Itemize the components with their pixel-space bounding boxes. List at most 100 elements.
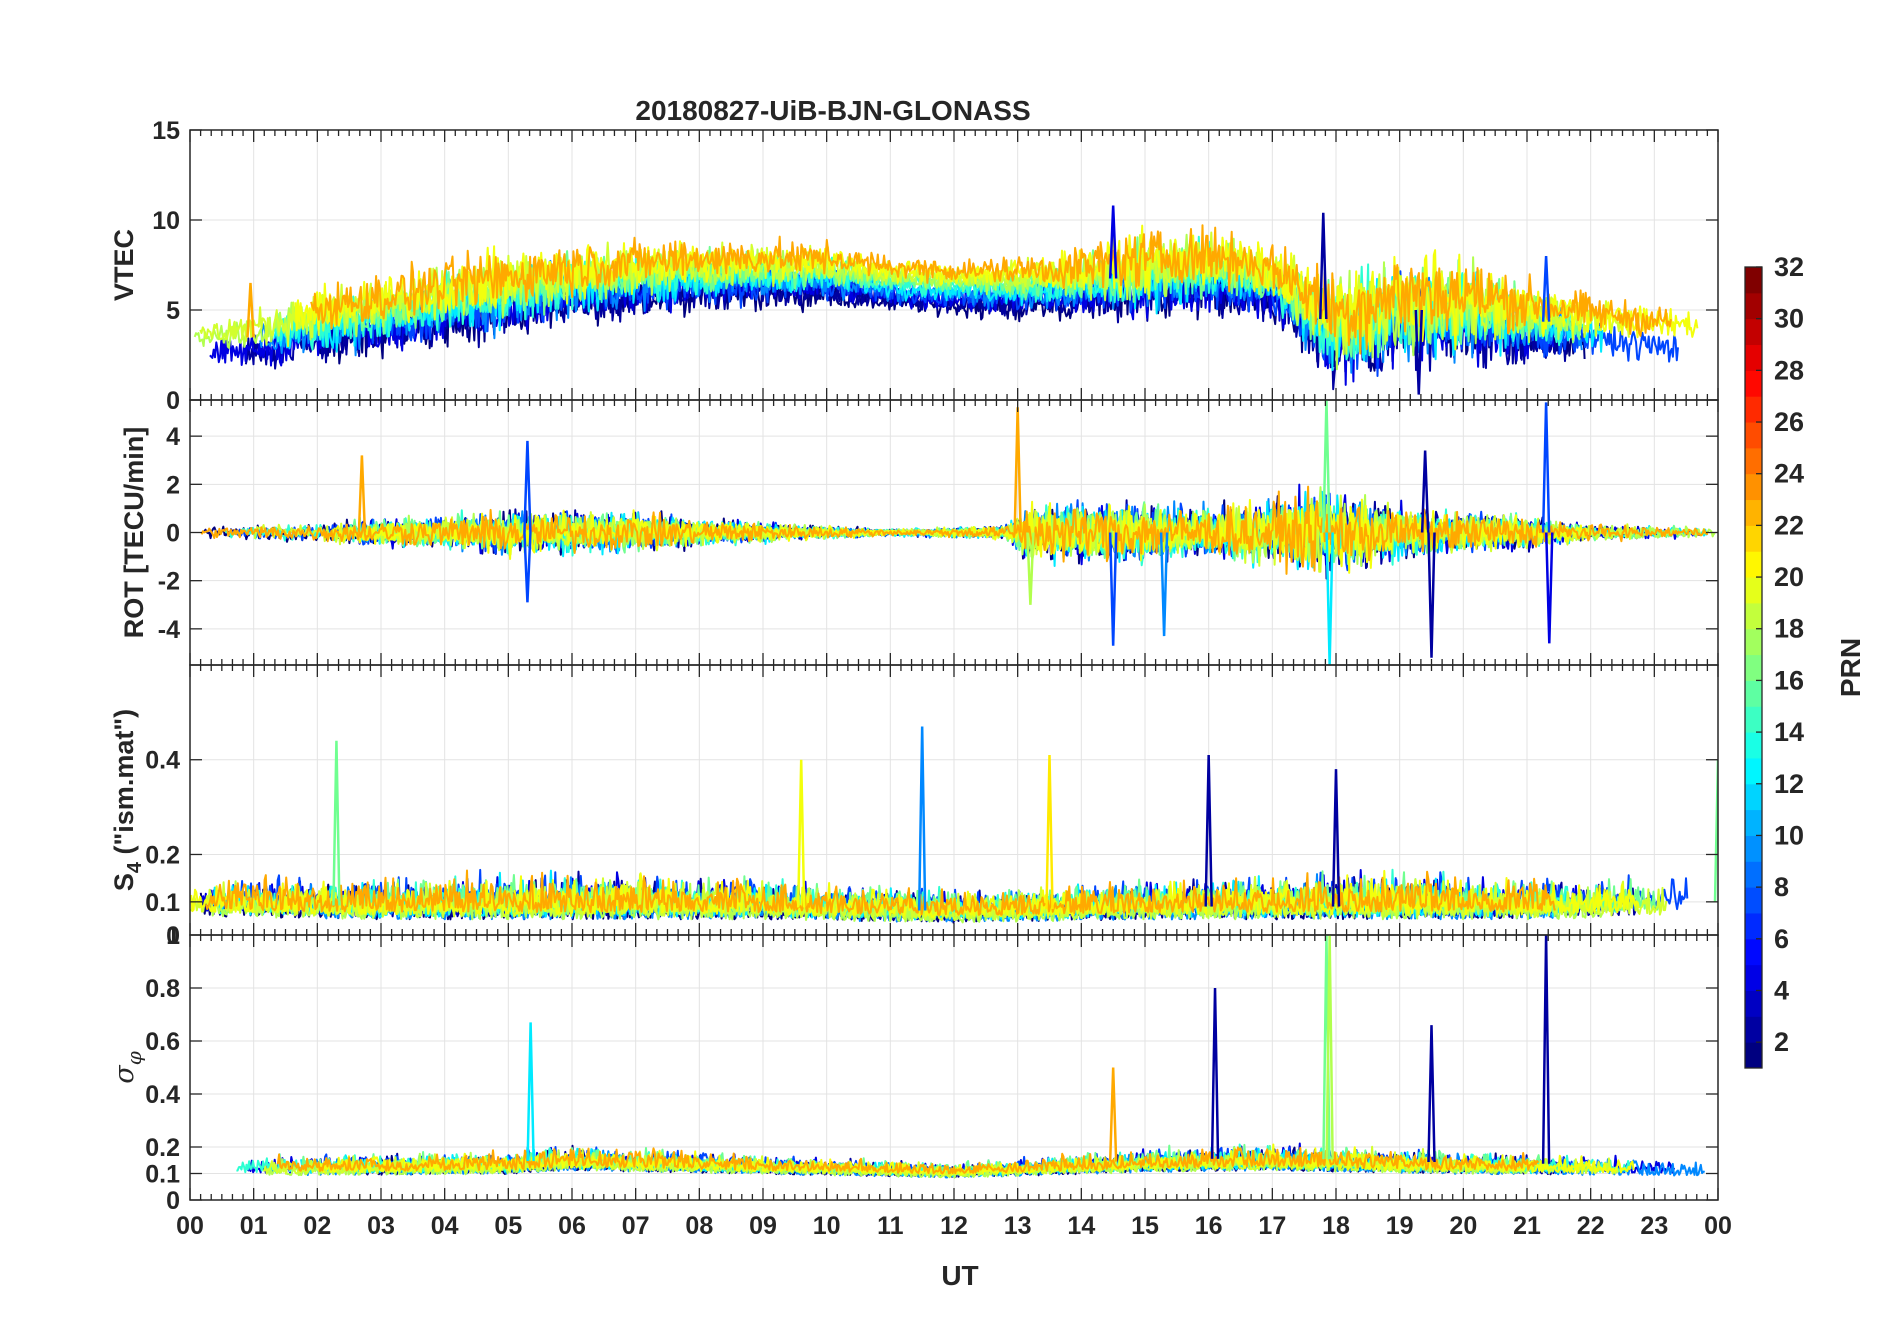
s4-spike-3 [1045,754,1054,909]
s4-x-ticks [189,665,1719,935]
panel-s4: 0.1 0.2 0.4 0 S4 ("ism.mat") [109,664,1719,950]
colorbar-segment [1745,628,1762,656]
sigma_phi-y-tick-label: 0.6 [145,1028,180,1056]
colorbar-tick-label: 16 [1774,665,1804,695]
rot-y-tick-label: -4 [158,616,180,644]
s4-y-axis-label-main: S [109,873,139,891]
rot-spike-11 [1541,402,1551,533]
rot-spike-10 [1427,532,1436,658]
s4-spike-4 [1204,754,1213,907]
x-tick-label: 07 [622,1212,650,1240]
s4-y-tick-label: 0.2 [145,841,180,869]
colorbar-segment [1745,1042,1762,1069]
colorbar-segment [1745,525,1762,552]
s4-spike-2 [917,726,927,911]
s4-spike-1 [796,759,806,908]
x-tick-label: 12 [940,1212,968,1240]
rot-spike-9 [1420,450,1430,533]
rot-spike-2 [523,532,532,603]
rot-spike-0 [357,455,367,533]
x-axis-label: UT [941,1260,978,1291]
sigma_phi-spike-6 [1541,935,1551,1164]
x-tick-label: 19 [1386,1212,1414,1240]
sigma_phi-y-tick-label: 0 [166,1187,180,1215]
x-tick-label: 06 [558,1212,586,1240]
colorbar-tick-label: 32 [1774,252,1804,282]
rot-spike-1 [523,440,532,533]
x-tick-label: 09 [749,1212,777,1240]
x-tick-label: 04 [431,1212,459,1240]
s4-series [190,726,1718,924]
x-tick-label: 17 [1258,1212,1286,1240]
rot-spike-7 [1322,400,1331,533]
x-tick-label: 00 [1704,1212,1732,1240]
s4-y-axis-label-sub: 4 [124,861,146,873]
colorbar-segment [1745,447,1762,475]
rot-y-tick-label: 2 [166,471,180,499]
rot-spike-6 [1159,532,1169,637]
colorbar-segment [1745,938,1762,966]
sigma_phi-spike-1 [1108,1067,1118,1162]
colorbar-segment [1745,577,1762,604]
rot-y-axis-label: ROT [TECU/min] [119,427,149,638]
sigma_phi-spike-2 [1210,987,1220,1159]
vtec-series [193,205,1699,395]
colorbar-tick-label: 20 [1774,562,1804,592]
s4-spike-0 [332,740,341,906]
vtec-x-ticks [189,129,1719,401]
s4-y-axis-label-rest: ("ism.mat") [109,709,139,862]
sigma_phi-y-top-label: 1 [166,922,180,950]
vtec-spike-1 [1108,205,1118,279]
colorbar-tick-label: 4 [1774,975,1789,1005]
colorbar-tick-label: 30 [1774,304,1804,334]
sigma_phi-x-ticks [189,935,1719,1201]
colorbar-segment [1745,499,1762,526]
x-tick-label: 22 [1577,1212,1605,1240]
sigma_phi-y-axis-label-main: σ [109,1064,140,1084]
vtec-spike-3 [1414,309,1424,395]
colorbar-segment [1745,344,1762,371]
sigma_phi-y-tick-label: 0.1 [145,1161,180,1189]
colorbar-frame [1744,266,1763,1069]
s4-y-axis-label: S4 ("ism.mat") [109,709,146,891]
panel-rot: -4 -2 0 2 4 ROT [TECU/min] [119,399,1719,666]
colorbar-segment [1745,267,1762,294]
rot-y-tick-label: 4 [166,423,180,451]
vtec-spike-2 [1319,212,1328,320]
colorbar-segment [1745,964,1762,991]
vtec-y-tick-label: 15 [152,117,180,145]
x-tick-label: 11 [877,1212,904,1240]
colorbar-label: PRN [1835,638,1866,697]
colorbar-segment [1745,861,1762,888]
rot-series [200,400,1716,665]
s4-y-bottom-label: 0 [166,922,180,950]
s4-y-tick-label: 0.1 [145,889,180,917]
colorbar-tick-label: 14 [1774,717,1804,747]
colorbar-segment [1745,602,1762,630]
sigma_phi-y-axis-label-sub: φ [122,1051,146,1065]
colorbar-tick-label: 24 [1774,459,1804,489]
colorbar-tick-label: 28 [1774,355,1804,385]
x-tick-label: 10 [813,1212,841,1240]
colorbar-segment [1745,680,1762,707]
colorbar-segment [1745,783,1762,811]
colorbar-segment [1745,370,1762,397]
x-tick-label: 14 [1067,1212,1095,1240]
vtec-series-prn-23 [310,224,1672,355]
sigma_phi-series [236,935,1705,1179]
vtec-y-axis-label: VTEC [109,229,139,301]
rot-spike-8 [1325,532,1334,665]
rot-spike-5 [1108,532,1118,646]
panel-vtec: 0 5 10 15 VTEC [109,117,1719,415]
colorbar-segment [1745,835,1762,862]
sigma_phi-y-tick-label: 0.2 [145,1134,180,1162]
rot-y-tick-label: 0 [166,520,180,548]
colorbar-segment [1745,706,1762,733]
x-tick-label: 15 [1131,1212,1159,1240]
x-tick-label: 08 [685,1212,713,1240]
x-tick-label: 00 [176,1212,204,1240]
